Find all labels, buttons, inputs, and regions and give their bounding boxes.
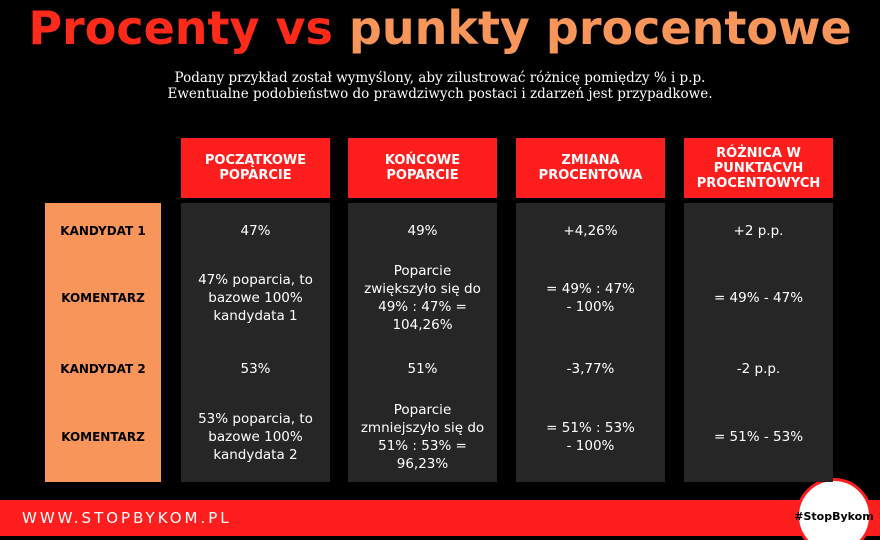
- table-cell: 49%: [407, 223, 438, 239]
- title: Procenty vs punkty procentowe: [0, 0, 880, 56]
- table-cell: 51%: [407, 361, 438, 377]
- table-cell: Poparcie zwiększyło się do 49% : 47% = 1…: [364, 263, 481, 333]
- footer-bar: [0, 500, 880, 536]
- row-label: KANDYDAT 2: [60, 362, 146, 376]
- badge: #StopBykom: [794, 478, 874, 540]
- column-box: [684, 203, 833, 482]
- table-cell: Poparcie zmniejszyło się do 51% : 53% = …: [360, 402, 485, 472]
- table-cell: -2 p.p.: [736, 361, 781, 377]
- column-header: ZMIANA PROCENTOWA: [516, 138, 665, 198]
- row-label: KOMENTARZ: [61, 291, 145, 305]
- column-header: RÓŻNICA W PUNKTACVH PROCENTOWYCH: [684, 138, 833, 198]
- column-header: KOŃCOWE POPARCIE: [348, 138, 497, 198]
- table-cell: 53%: [240, 361, 271, 377]
- table-cell: +2 p.p.: [733, 223, 784, 239]
- column-box: [348, 203, 497, 482]
- column-header: POCZĄTKOWE POPARCIE: [181, 138, 330, 198]
- table-cell: +4,26%: [563, 223, 618, 239]
- title-part: Procenty vs: [28, 1, 333, 55]
- row-label: KOMENTARZ: [61, 430, 145, 444]
- column-box: [181, 203, 330, 482]
- table-cell: -3,77%: [566, 361, 615, 377]
- row-label: KANDYDAT 1: [60, 224, 146, 238]
- title-part: punkty procentowe: [348, 1, 852, 55]
- table-cell: = 49% : 47% - 100%: [546, 281, 635, 315]
- subtitle: Ewentualne podobieństwo do prawdziwych p…: [167, 86, 713, 102]
- row-label-column: [45, 203, 161, 482]
- footer-url: WWW.STOPBYKOM.PL: [22, 509, 232, 527]
- table-cell: 47%: [240, 223, 271, 239]
- table-cell: = 51% - 53%: [713, 429, 804, 445]
- subtitle: Podany przykład został wymyślony, aby zi…: [174, 70, 706, 86]
- table-cell: 47% poparcia, to bazowe 100% kandydata 1: [198, 272, 313, 324]
- table-cell: = 49% - 47%: [713, 290, 804, 306]
- column-box: [516, 203, 665, 482]
- table-cell: = 51% : 53% - 100%: [546, 420, 635, 454]
- table-cell: 53% poparcia, to bazowe 100% kandydata 2: [198, 411, 313, 463]
